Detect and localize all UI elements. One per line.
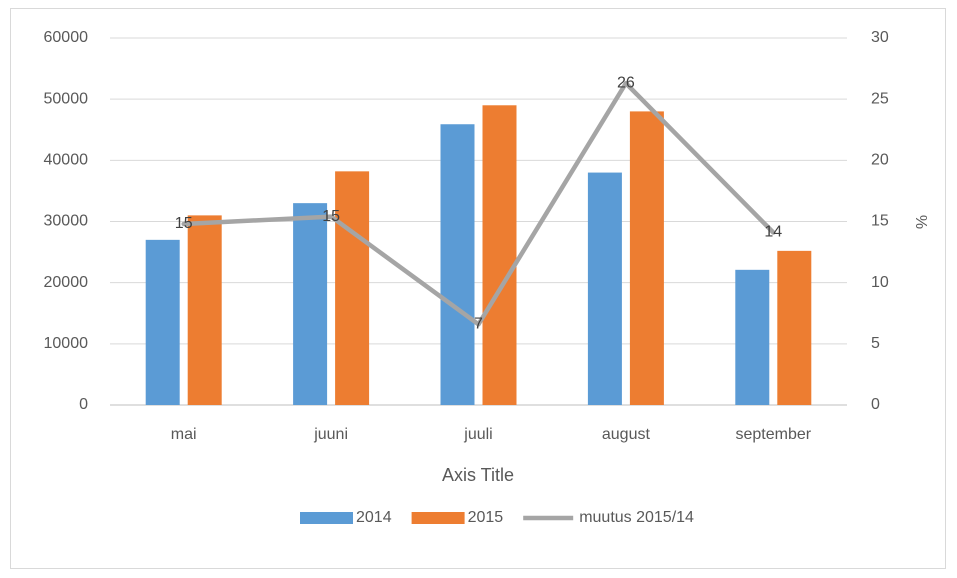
- bar: [735, 269, 770, 405]
- bar: [187, 215, 222, 405]
- y2-tick-label: 5: [871, 335, 880, 352]
- y2-tick-label: 20: [871, 152, 889, 169]
- y-tick-label: 20000: [44, 274, 89, 291]
- y-tick-label: 30000: [44, 213, 89, 230]
- bar: [482, 105, 517, 406]
- bar: [440, 124, 475, 406]
- y-tick-label: 50000: [44, 90, 89, 107]
- y2-tick-label: 25: [871, 90, 889, 107]
- y-tick-label: 10000: [44, 335, 89, 352]
- y2-tick-label: 15: [871, 213, 889, 230]
- bar: [145, 239, 180, 405]
- x-tick-label: september: [736, 426, 812, 443]
- data-label: 7: [474, 315, 483, 332]
- legend-swatch: [300, 512, 353, 524]
- line: [181, 81, 776, 327]
- y-tick-label: 60000: [44, 29, 89, 46]
- bar: [629, 111, 664, 406]
- data-label: 15: [322, 208, 340, 225]
- y2-tick-label: 10: [871, 274, 889, 291]
- y2-tick-label: 30: [871, 29, 889, 46]
- data-label: 15: [175, 215, 193, 232]
- legend-label: 2015: [468, 509, 504, 526]
- y2-tick-label: 0: [871, 396, 880, 413]
- legend-label: 2014: [356, 509, 392, 526]
- data-label: 26: [617, 74, 635, 91]
- x-tick-label: juuni: [313, 426, 348, 443]
- y-tick-label: 40000: [44, 152, 89, 169]
- legend-label: muutus 2015/14: [579, 509, 694, 526]
- x-tick-label: mai: [171, 426, 197, 443]
- bar: [587, 172, 622, 405]
- y-tick-label: 0: [79, 396, 88, 413]
- x-tick-label: august: [602, 426, 651, 443]
- x-axis-title: Axis Title: [442, 465, 514, 485]
- data-label: 14: [764, 224, 782, 241]
- legend-swatch: [411, 512, 465, 524]
- bar: [777, 250, 812, 405]
- bar: [293, 203, 328, 405]
- x-tick-label: juuli: [463, 426, 492, 443]
- y2-axis-title: %: [912, 215, 929, 229]
- bar: [335, 171, 370, 405]
